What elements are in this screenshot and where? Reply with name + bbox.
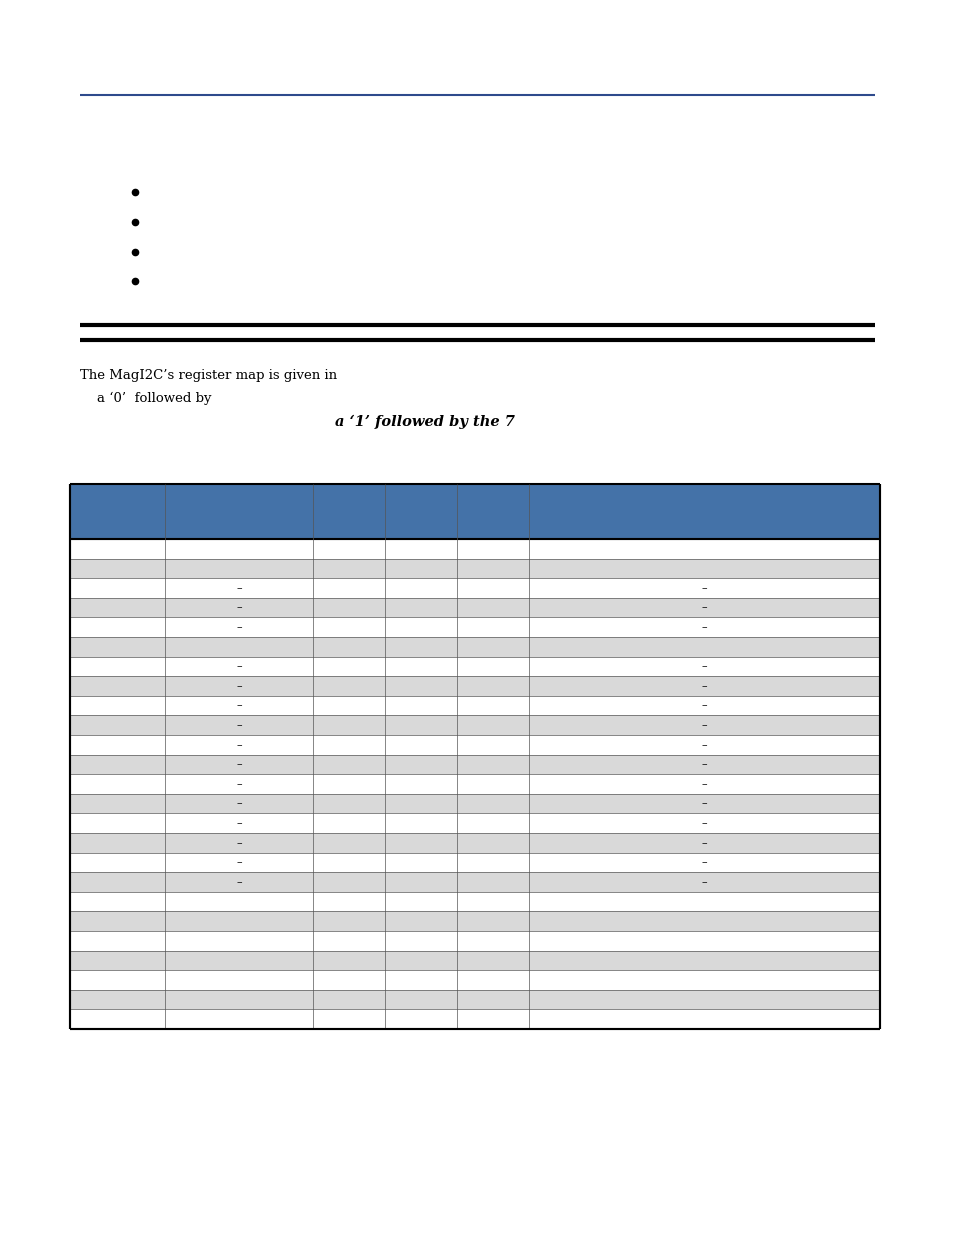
Text: –: – bbox=[701, 680, 706, 692]
Text: –: – bbox=[701, 740, 706, 750]
Bar bbox=[70, 832, 879, 852]
Text: –: – bbox=[236, 837, 241, 847]
Bar bbox=[70, 618, 879, 637]
Text: –: – bbox=[701, 877, 706, 887]
Text: –: – bbox=[701, 857, 706, 867]
Bar bbox=[70, 657, 879, 677]
Bar bbox=[70, 578, 879, 598]
Text: –: – bbox=[236, 622, 241, 632]
Bar bbox=[70, 872, 879, 892]
Text: –: – bbox=[236, 583, 241, 593]
Bar bbox=[70, 794, 879, 814]
Bar bbox=[70, 735, 879, 755]
Text: –: – bbox=[236, 603, 241, 613]
Text: –: – bbox=[701, 837, 706, 847]
Bar bbox=[70, 715, 879, 735]
Bar bbox=[70, 598, 879, 618]
Bar bbox=[70, 1009, 879, 1029]
Text: –: – bbox=[236, 779, 241, 789]
Text: –: – bbox=[236, 680, 241, 692]
Text: –: – bbox=[236, 662, 241, 672]
Bar bbox=[70, 558, 879, 578]
Text: –: – bbox=[236, 740, 241, 750]
Bar bbox=[70, 892, 879, 911]
Text: –: – bbox=[701, 662, 706, 672]
Bar bbox=[70, 637, 879, 657]
Text: a ‘0’  followed by: a ‘0’ followed by bbox=[80, 391, 212, 405]
Text: –: – bbox=[701, 622, 706, 632]
Text: –: – bbox=[236, 700, 241, 710]
Text: –: – bbox=[701, 603, 706, 613]
Text: –: – bbox=[701, 583, 706, 593]
Bar bbox=[70, 755, 879, 774]
Bar bbox=[70, 951, 879, 971]
Text: –: – bbox=[236, 877, 241, 887]
Text: –: – bbox=[701, 720, 706, 730]
Text: –: – bbox=[701, 799, 706, 809]
Text: –: – bbox=[236, 819, 241, 829]
Bar bbox=[70, 538, 879, 558]
Bar bbox=[70, 852, 879, 872]
Text: a ‘1’ followed by the 7: a ‘1’ followed by the 7 bbox=[335, 415, 515, 429]
Bar bbox=[70, 695, 879, 715]
Text: –: – bbox=[236, 760, 241, 769]
Bar bbox=[70, 677, 879, 695]
Bar bbox=[70, 931, 879, 951]
Text: –: – bbox=[236, 799, 241, 809]
Bar bbox=[70, 484, 879, 538]
Text: –: – bbox=[701, 700, 706, 710]
Bar bbox=[70, 774, 879, 794]
Text: –: – bbox=[701, 779, 706, 789]
Text: –: – bbox=[236, 857, 241, 867]
Bar bbox=[70, 971, 879, 989]
Text: –: – bbox=[236, 720, 241, 730]
Text: –: – bbox=[701, 819, 706, 829]
Bar bbox=[70, 911, 879, 931]
Bar bbox=[70, 989, 879, 1009]
Bar bbox=[70, 814, 879, 832]
Text: –: – bbox=[701, 760, 706, 769]
Text: The MagI2C’s register map is given in: The MagI2C’s register map is given in bbox=[80, 368, 336, 382]
